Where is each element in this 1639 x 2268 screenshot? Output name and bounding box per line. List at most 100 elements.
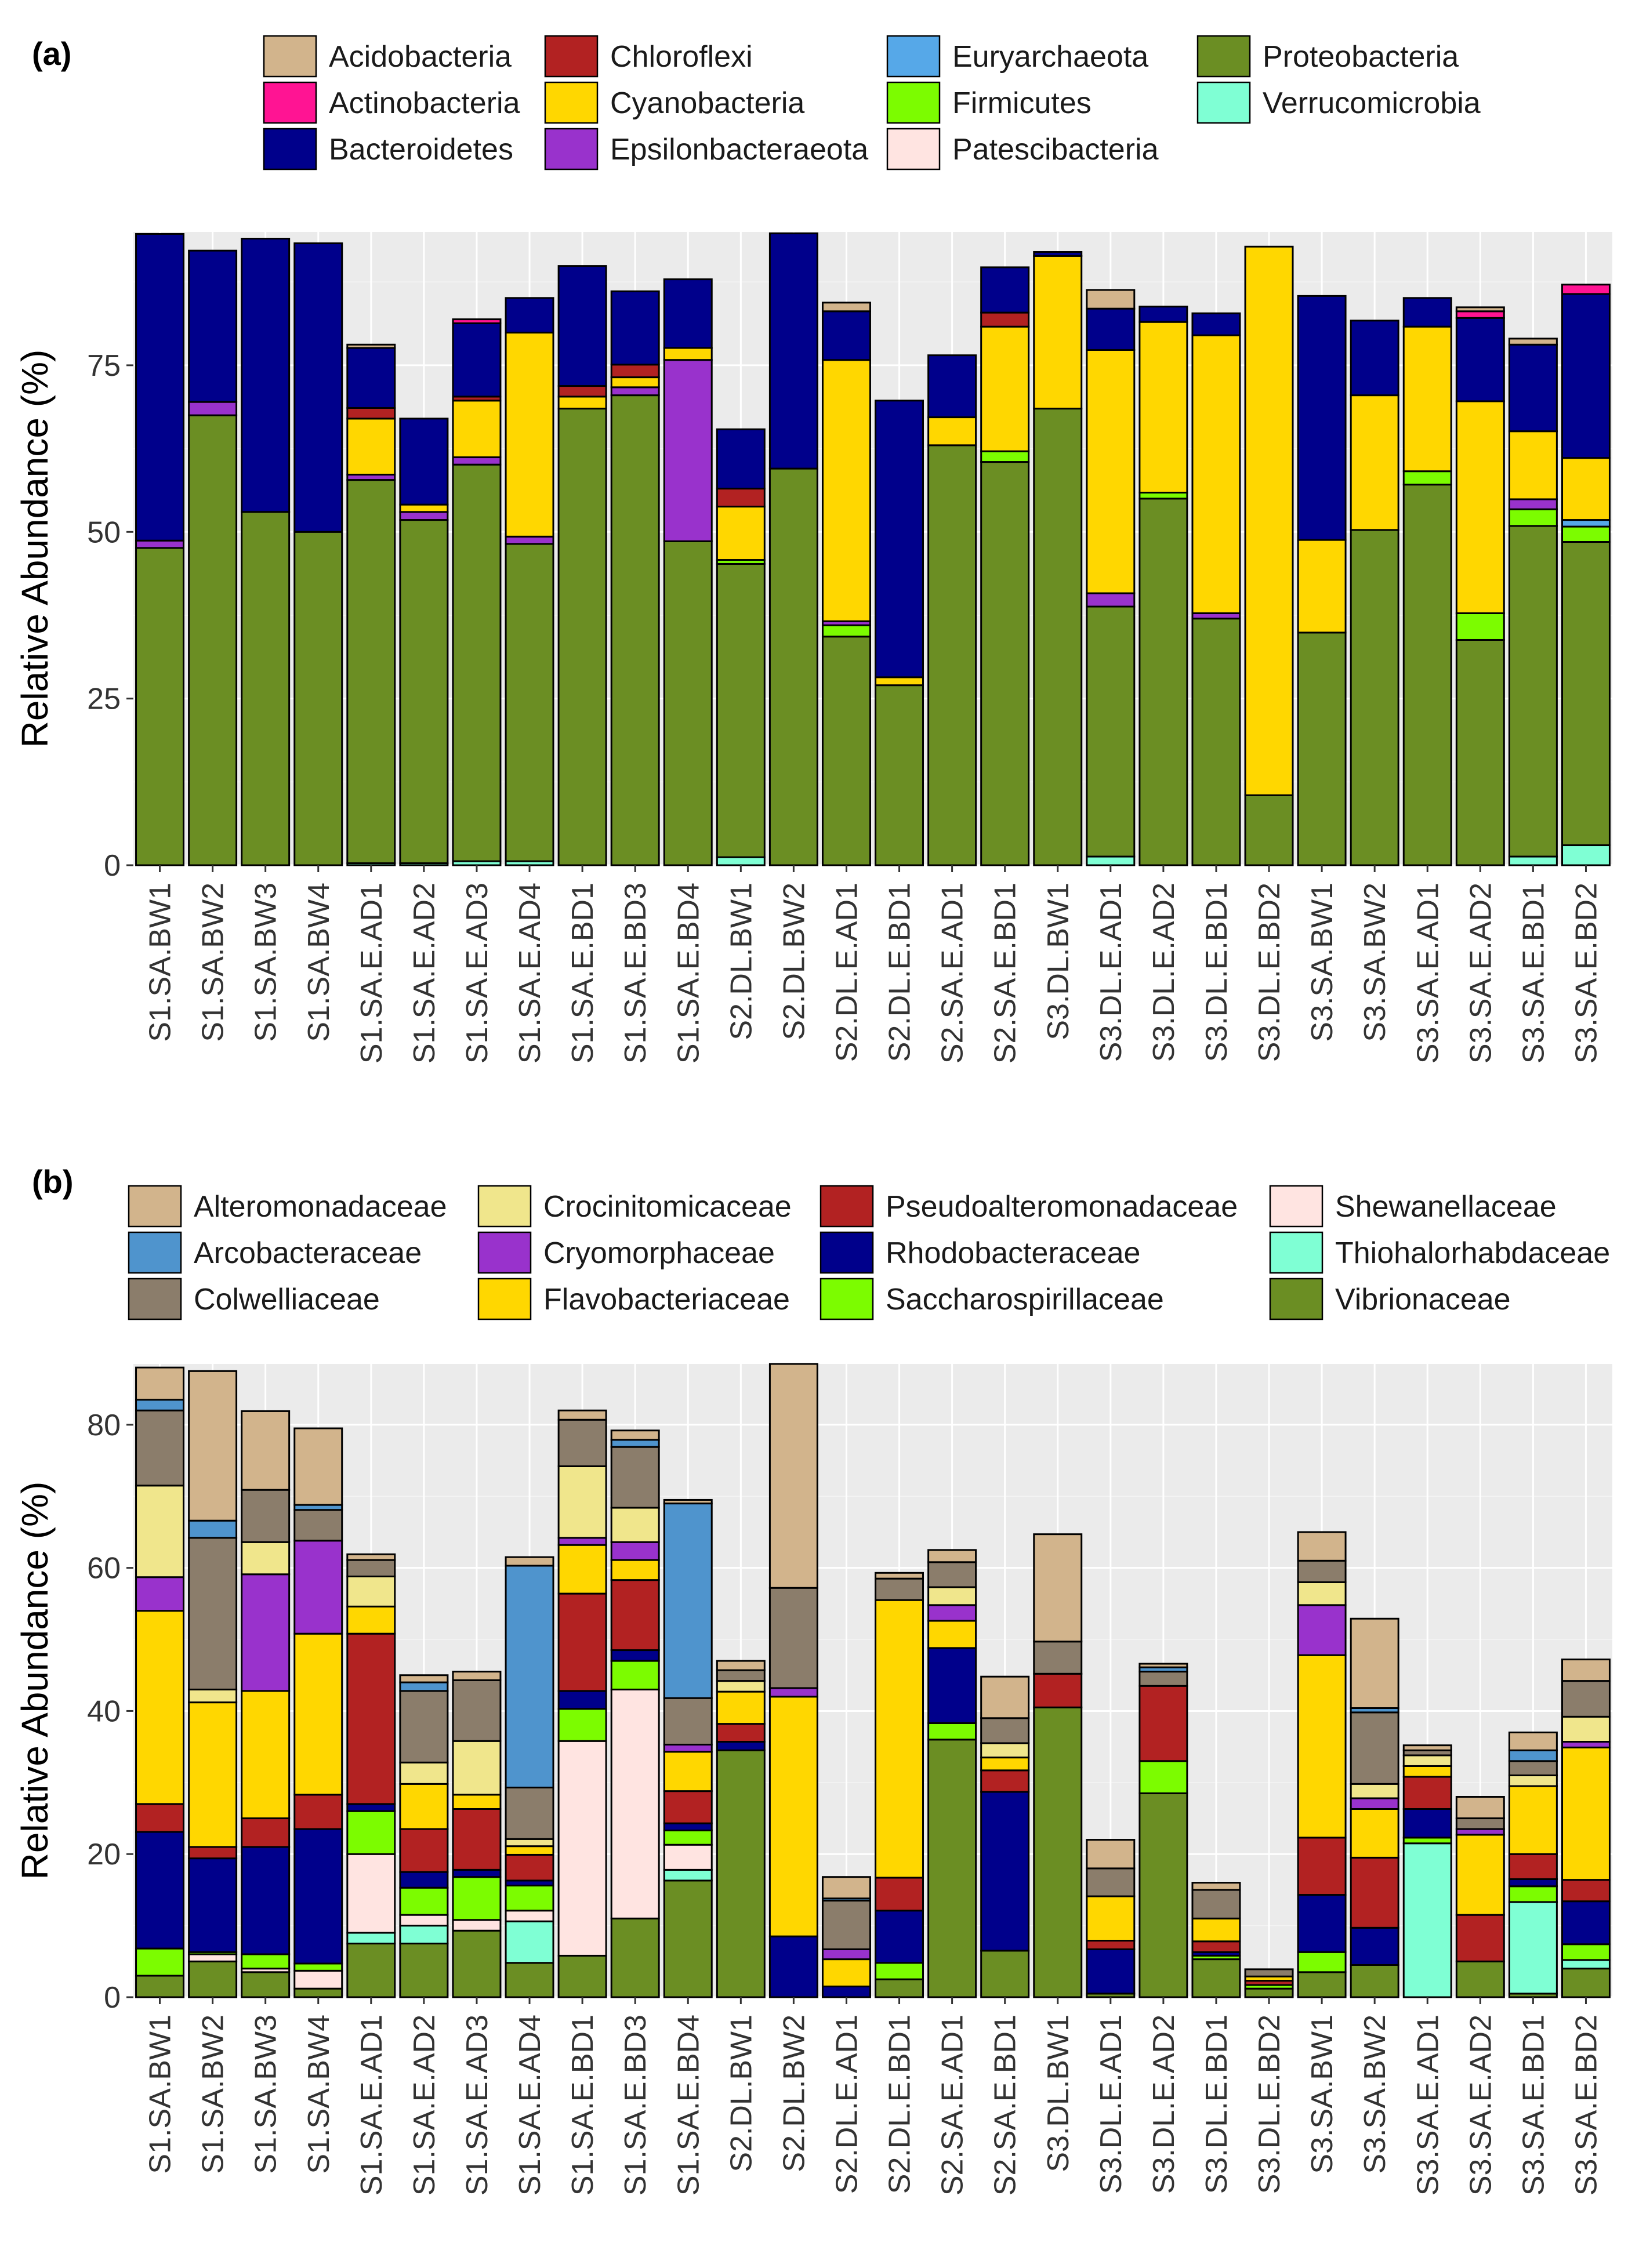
legend-label-euryarchaeota: Euryarchaeota xyxy=(952,40,1148,74)
bar-segment-proteobacteria-s2-dl-bw1 xyxy=(716,563,766,858)
x-tick-label: S1.SA.BW1 xyxy=(144,883,177,1042)
bar-segment-firmicutes-s2-dl-e-ad1 xyxy=(821,624,871,638)
bar-segment-cyanobacteria-s1-sa-e-bd1 xyxy=(557,395,607,410)
bar-segment-pseudoalteromonadaceae-s3-sa-bw1 xyxy=(1297,1837,1347,1896)
legend-key-verrucomicrobia xyxy=(1196,81,1251,124)
panel-b-y-axis-title: Relative Abundance (%) xyxy=(14,1482,56,1880)
bar-segment-flavobacteriaceae-s1-sa-e-ad1 xyxy=(346,1605,396,1635)
x-tick-label: S1.SA.E.AD4 xyxy=(513,883,547,1064)
bar-segment-cyanobacteria-s3-dl-bw1 xyxy=(1033,255,1083,410)
bar-segment-flavobacteriaceae-s1-sa-bw4 xyxy=(293,1632,343,1796)
x-tick-label: S1.SA.E.BD4 xyxy=(672,2015,705,2196)
bar-segment-vibrionaceae-s1-sa-bw4 xyxy=(293,1987,343,1998)
bar-segment-arcobacteraceae-s3-sa-e-bd1 xyxy=(1508,1749,1558,1762)
bar-segment-alteromonadaceae-s3-sa-e-bd1 xyxy=(1508,1731,1558,1751)
bar-segment-vibrionaceae-s1-sa-bw2 xyxy=(188,1960,238,1998)
bar-segment-bacteroidetes-s3-sa-bw1 xyxy=(1297,295,1347,541)
bar-segment-shewanellaceae-s1-sa-e-ad2 xyxy=(399,1914,449,1927)
bar-segment-flavobacteriaceae-s2-dl-bw2 xyxy=(768,1696,818,1937)
x-tick-label: S1.SA.E.BD1 xyxy=(566,2015,600,2196)
bar-segment-rhodobacteraceae-s2-sa-e-ad1 xyxy=(927,1647,977,1724)
bar-segment-rhodobacteraceae-s2-sa-e-bd1 xyxy=(980,1791,1030,1952)
bar-segment-alteromonadaceae-s2-sa-e-bd1 xyxy=(980,1675,1030,1719)
bar-segment-proteobacteria-s3-sa-bw2 xyxy=(1350,529,1399,866)
bar-segment-bacteroidetes-s1-sa-bw3 xyxy=(241,237,291,513)
x-tick-label: S3.SA.E.AD1 xyxy=(1411,2015,1445,2196)
bar-segment-saccharospirillaceae-s1-sa-bw4 xyxy=(293,1962,343,1972)
legend-key-shewanellaceae xyxy=(1269,1185,1323,1228)
bar-segment-alteromonadaceae-s3-dl-e-bd1 xyxy=(1191,1882,1241,1891)
legend-key-crocinitomicaceae xyxy=(477,1185,532,1228)
bar-segment-proteobacteria-s3-sa-e-bd2 xyxy=(1561,541,1611,847)
bar-segment-bacteroidetes-s2-dl-bw2 xyxy=(768,232,818,470)
bar-segment-saccharospirillaceae-s2-dl-e-bd1 xyxy=(875,1962,924,1980)
bar-segment-cryomorphaceae-s2-dl-bw2 xyxy=(768,1687,818,1698)
x-tick-label: S2.DL.E.AD1 xyxy=(830,2015,864,2194)
bar-segment-vibrionaceae-s3-sa-e-ad2 xyxy=(1455,1960,1505,1998)
bar-segment-rhodobacteraceae-s1-sa-e-ad2 xyxy=(399,1871,449,1889)
bar-segment-bacteroidetes-s2-dl-e-ad1 xyxy=(821,310,871,361)
bar-segment-vibrionaceae-s3-dl-bw1 xyxy=(1033,1706,1083,1998)
bar-segment-rhodobacteraceae-s1-sa-e-bd1 xyxy=(557,1690,607,1710)
bar-segment-cyanobacteria-s1-sa-e-ad4 xyxy=(505,332,554,538)
bar-segment-bacteroidetes-s2-dl-e-bd1 xyxy=(875,400,924,678)
legend-key-euryarchaeota xyxy=(886,35,941,78)
x-tick-label: S3.DL.E.BD2 xyxy=(1253,2015,1286,2194)
bar-segment-pseudoalteromonadaceae-s1-sa-e-ad3 xyxy=(452,1808,502,1871)
bar-segment-alteromonadaceae-s3-sa-bw2 xyxy=(1350,1617,1399,1710)
bar-segment-pseudoalteromonadaceae-s3-sa-bw2 xyxy=(1350,1856,1399,1929)
y-tick-label: 20 xyxy=(87,1838,121,1871)
x-tick-label: S2.DL.E.BD1 xyxy=(883,883,917,1062)
bar-segment-shewanellaceae-s1-sa-e-bd1 xyxy=(557,1740,607,1957)
bar-segment-flavobacteriaceae-s3-sa-bw1 xyxy=(1297,1654,1347,1839)
bar-segment-proteobacteria-s3-sa-bw1 xyxy=(1297,632,1347,866)
panel-a-x-axis: S1.SA.BW1 S1.SA.BW2 S1.SA.BW3 S1.SA.BW4 S1.S… xyxy=(144,865,1603,1064)
bar-segment-flavobacteriaceae-s1-sa-e-bd1 xyxy=(557,1544,607,1595)
bar-segment-crocinitomicaceae-s2-sa-e-ad1 xyxy=(927,1586,977,1606)
bar-segment-cryomorphaceae-s3-sa-bw2 xyxy=(1350,1797,1399,1810)
legend-label-actinobacteria: Actinobacteria xyxy=(329,86,520,120)
x-tick-label: S3.DL.BW1 xyxy=(1042,883,1075,1040)
bar-segment-vibrionaceae-s1-sa-e-ad2 xyxy=(399,1942,449,1998)
bar-segment-pseudoalteromonadaceae-s3-sa-e-bd2 xyxy=(1561,1879,1611,1903)
bar-segment-colwelliaceae-s1-sa-e-ad4 xyxy=(505,1786,554,1840)
panel-b-legend: Alteromonadaceae Arcobacteraceae Colwellia… xyxy=(128,1185,1610,1320)
x-tick-label: S3.SA.BW2 xyxy=(1358,2015,1392,2174)
legend-key-proteobacteria xyxy=(1196,35,1251,78)
bar-segment-pseudoalteromonadaceae-s1-sa-e-ad1 xyxy=(346,1632,396,1805)
bar-segment-cyanobacteria-s3-sa-e-ad2 xyxy=(1455,400,1505,614)
bar-segment-bacteroidetes-s3-dl-e-ad2 xyxy=(1138,306,1188,323)
bar-segment-rhodobacteraceae-s1-sa-e-bd4 xyxy=(663,1822,713,1832)
bar-segment-rhodobacteraceae-s1-sa-e-bd3 xyxy=(610,1649,660,1662)
bar-segment-saccharospirillaceae-s1-sa-e-ad3 xyxy=(452,1876,502,1921)
bar-segment-colwelliaceae-s3-dl-bw1 xyxy=(1033,1641,1083,1675)
bar-segment-bacteroidetes-s1-sa-e-ad1 xyxy=(346,347,396,409)
bar-segment-flavobacteriaceae-s2-sa-e-ad1 xyxy=(927,1620,977,1649)
bar-segment-cryomorphaceae-s3-sa-bw1 xyxy=(1297,1604,1347,1656)
bar-segment-crocinitomicaceae-s3-sa-bw2 xyxy=(1350,1783,1399,1799)
bar-segment-rhodobacteraceae-s3-sa-bw2 xyxy=(1350,1926,1399,1966)
bar-segment-actinobacteria-s3-sa-e-bd2 xyxy=(1561,284,1611,295)
legend-label-proteobacteria: Proteobacteria xyxy=(1263,40,1459,74)
bar-segment-arcobacteraceae-s1-sa-bw2 xyxy=(188,1519,238,1539)
bar-segment-cryomorphaceae-s1-sa-bw3 xyxy=(241,1573,291,1692)
bar-segment-flavobacteriaceae-s1-sa-bw3 xyxy=(241,1690,291,1820)
bar-segment-arcobacteraceae-s1-sa-e-bd4 xyxy=(663,1503,713,1699)
bar-segment-alteromonadaceae-s1-sa-e-bd1 xyxy=(557,1409,607,1421)
x-tick-label: S1.SA.E.AD2 xyxy=(408,2015,441,2196)
x-tick-label: S3.SA.E.AD2 xyxy=(1464,2015,1497,2196)
bar-segment-bacteroidetes-s1-sa-e-ad4 xyxy=(505,297,554,334)
bar-segment-vibrionaceae-s2-sa-e-ad1 xyxy=(927,1739,977,1998)
bar-segment-firmicutes-s3-dl-e-ad2 xyxy=(1138,491,1188,500)
x-tick-label: S2.SA.E.AD1 xyxy=(936,2015,970,2196)
bar-segment-cryomorphaceae-s1-sa-bw1 xyxy=(135,1576,185,1612)
bar-segment-alteromonadaceae-s3-sa-e-ad2 xyxy=(1455,1796,1505,1820)
bar-segment-arcobacteraceae-s1-sa-e-ad2 xyxy=(399,1681,449,1692)
legend-key-rhodobacteraceae xyxy=(820,1231,874,1274)
bar-segment-verrucomicrobia-s3-sa-e-bd1 xyxy=(1508,855,1558,866)
bar-segment-proteobacteria-s3-sa-e-bd1 xyxy=(1508,525,1558,858)
x-tick-label: S3.SA.BW1 xyxy=(1306,2015,1339,2174)
bar-segment-alteromonadaceae-s3-dl-bw1 xyxy=(1033,1533,1083,1643)
bar-segment-flavobacteriaceae-s1-sa-e-bd3 xyxy=(610,1559,660,1581)
bar-segment-cryomorphaceae-s1-sa-e-bd4 xyxy=(663,1743,713,1753)
